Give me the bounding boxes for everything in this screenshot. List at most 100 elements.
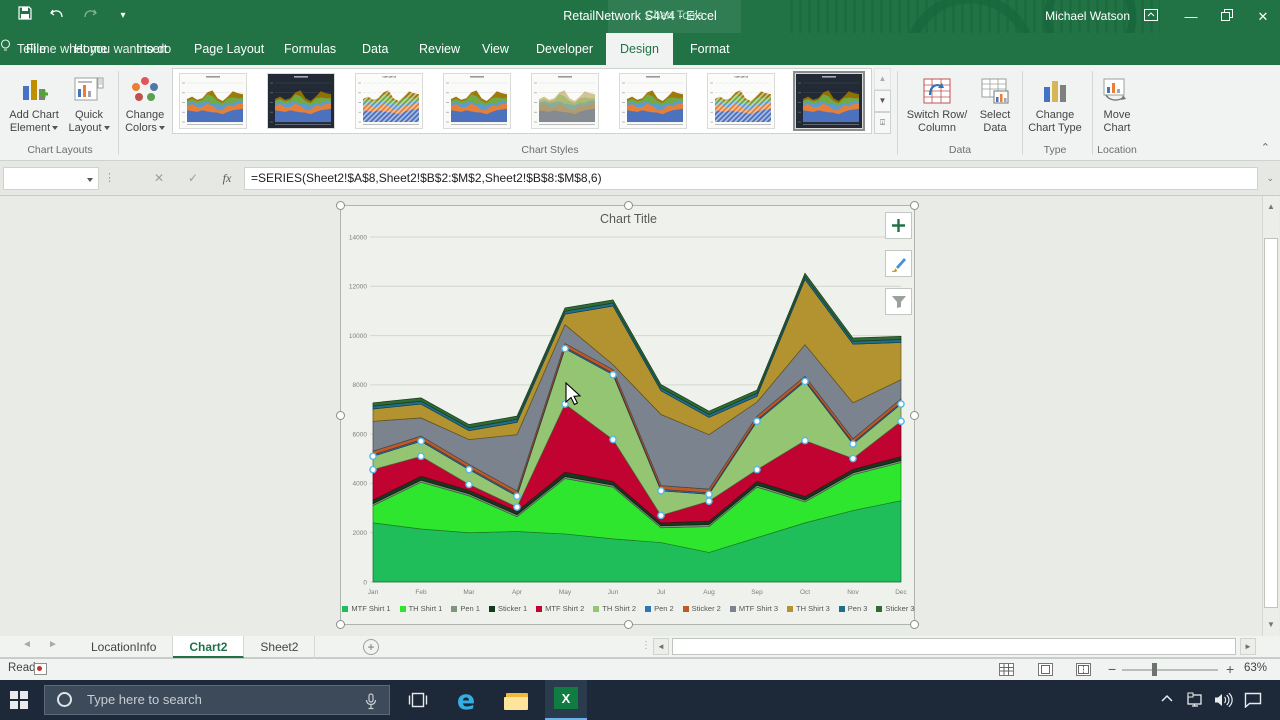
chart-style-thumbnail-3[interactable] [301, 73, 472, 129]
page-break-view-icon[interactable] [1076, 663, 1091, 676]
ribbon-tab-view[interactable]: View [482, 42, 509, 56]
sheet-nav-left-icon[interactable]: ◄ [22, 639, 32, 650]
normal-view-icon[interactable] [999, 663, 1014, 676]
ribbon-tab-developer[interactable]: Developer [536, 42, 593, 56]
ribbon-tab-insert[interactable]: Insert [136, 42, 168, 56]
chart-selection-handle[interactable] [910, 411, 919, 420]
sheet-tab-sheet2[interactable]: Sheet2 [244, 636, 316, 658]
chart-selection-handle[interactable] [624, 620, 633, 629]
ribbon-tab-data[interactable]: Data [362, 42, 389, 56]
volume-icon[interactable] [1214, 692, 1233, 713]
gallery-down-icon[interactable]: ▼ [874, 90, 891, 112]
chart-object[interactable]: 0 2000 4000 6000 8000 10000 12000 14000 Jan Feb Ma… [336, 201, 919, 629]
zoom-slider-track[interactable] [1122, 669, 1218, 671]
change-chart-type-button[interactable]: Change Chart Type [1024, 69, 1086, 155]
start-button[interactable] [10, 691, 28, 709]
close-button[interactable]: ✕ [1257, 9, 1269, 24]
user-name[interactable]: Michael Watson [1045, 9, 1130, 23]
qat-customize-icon[interactable]: ▾ [120, 10, 126, 21]
ribbon-tab-file[interactable]: File [26, 42, 47, 56]
hscroll-right-icon[interactable]: ► [1240, 638, 1256, 655]
action-center-icon[interactable] [1244, 692, 1262, 713]
ribbon-tab-page-layout[interactable]: Page Layout [194, 42, 265, 56]
legend-item[interactable]: TH Shirt 1 [399, 604, 442, 613]
switch-row-column-button[interactable]: Switch Row/ Column [902, 69, 972, 155]
file-explorer-icon[interactable] [502, 686, 530, 714]
chart-filters-button[interactable] [885, 288, 912, 315]
new-sheet-button[interactable]: + [363, 639, 379, 655]
scroll-up-icon[interactable]: ▲ [1263, 198, 1279, 216]
expand-formula-bar-icon[interactable]: ⌄ [1266, 173, 1274, 183]
task-view-icon[interactable] [404, 686, 432, 714]
legend-item[interactable]: MTF Shirt 2 [536, 604, 584, 613]
chart-styles-button[interactable] [885, 250, 912, 277]
ribbon-tab-formulas[interactable]: Formulas [284, 42, 337, 56]
minimize-button[interactable]: — [1184, 9, 1198, 24]
ribbon-tab-design[interactable]: Design [606, 33, 673, 65]
page-layout-view-icon[interactable] [1038, 663, 1053, 676]
tray-expand-icon[interactable] [1160, 692, 1174, 711]
microphone-icon[interactable] [365, 692, 377, 720]
legend-item[interactable]: Sticker 1 [488, 604, 527, 613]
select-data-button[interactable]: Select Data [972, 69, 1018, 155]
name-box[interactable] [3, 167, 99, 190]
horizontal-scroll-thumb[interactable] [672, 638, 1236, 655]
sheet-nav-right-icon[interactable]: ► [48, 639, 58, 650]
stacked-area-chart[interactable]: 0 2000 4000 6000 8000 10000 12000 14000 Jan Feb Ma… [341, 206, 916, 626]
add-chart-element-button[interactable]: Add Chart Element [4, 69, 64, 155]
chart-selection-handle[interactable] [910, 201, 919, 210]
chart-style-thumbnail-4[interactable] [443, 73, 511, 129]
tell-me-box[interactable]: Tell me what you want to do [0, 33, 1280, 65]
undo-icon[interactable] [46, 6, 68, 26]
zoom-in-icon[interactable]: + [1226, 661, 1235, 677]
legend-item[interactable]: Pen 2 [645, 604, 674, 613]
ribbon-display-options-icon[interactable] [1134, 0, 1168, 33]
taskbar-search-box[interactable]: Type here to search [44, 685, 390, 715]
network-icon[interactable] [1186, 692, 1204, 713]
ribbon-tab-home[interactable]: Home [74, 42, 108, 56]
zoom-out-icon[interactable]: − [1108, 661, 1117, 677]
vertical-scrollbar[interactable]: ▲ ▼ [1262, 196, 1279, 636]
legend-item[interactable]: Sticker 3 [876, 604, 915, 613]
macro-record-icon[interactable] [34, 663, 47, 675]
gallery-up-icon[interactable]: ▲ [874, 68, 891, 90]
legend-item[interactable]: TH Shirt 2 [593, 604, 636, 613]
move-chart-button[interactable]: Move Chart [1094, 69, 1140, 155]
chart-style-thumbnail-8[interactable] [793, 71, 865, 131]
tab-scroll-splitter[interactable]: ⋮ [641, 640, 651, 651]
chart-selection-handle[interactable] [910, 620, 919, 629]
legend-item[interactable]: MTF Shirt 1 [342, 604, 391, 613]
change-colors-button[interactable]: Change Colors [120, 69, 170, 155]
gallery-more-icon[interactable]: ⍗ [874, 112, 891, 134]
save-icon[interactable] [14, 6, 36, 26]
chart-legend[interactable]: MTF Shirt 1 TH Shirt 1 Pen 1 Sticker 1 MTF S… [341, 604, 916, 613]
legend-item[interactable]: Sticker 2 [682, 604, 721, 613]
sheet-tab-chart2[interactable]: Chart2 [173, 636, 245, 658]
legend-item[interactable]: MTF Shirt 3 [729, 604, 778, 613]
chart-style-thumbnail-6[interactable] [619, 73, 687, 129]
scroll-down-icon[interactable]: ▼ [1263, 616, 1279, 634]
chart-style-thumbnail-2[interactable] [267, 73, 335, 129]
legend-item[interactable]: TH Shirt 3 [787, 604, 830, 613]
ribbon-tab-format[interactable]: Format [690, 42, 730, 56]
hscroll-left-icon[interactable]: ◄ [653, 638, 669, 655]
ribbon-tab-review[interactable]: Review [419, 42, 460, 56]
restore-button[interactable] [1210, 0, 1244, 33]
chart-title[interactable]: Chart Title [600, 212, 657, 226]
formula-bar-splitter[interactable]: ⋮ [104, 172, 116, 184]
zoom-percent[interactable]: 63% [1244, 662, 1268, 674]
collapse-ribbon-icon[interactable]: ⌃ [1260, 142, 1270, 154]
sheet-tab-locationinfo[interactable]: LocationInfo [75, 636, 174, 658]
legend-item[interactable]: Pen 1 [451, 604, 480, 613]
edge-browser-icon[interactable]: e [456, 684, 476, 716]
chart-style-thumbnail-1[interactable] [179, 73, 247, 129]
name-box-dropdown-icon[interactable] [87, 178, 93, 182]
chart-style-thumbnail-5[interactable] [531, 73, 599, 129]
formula-input[interactable]: =SERIES(Sheet2!$A$8,Sheet2!$B$2:$M$2,She… [244, 167, 1258, 190]
chart-selection-handle[interactable] [336, 201, 345, 210]
chart-selection-handle[interactable] [624, 201, 633, 210]
excel-taskbar-tile[interactable]: X [545, 680, 587, 720]
chart-style-thumbnail-7[interactable] [653, 73, 824, 129]
chart-selection-handle[interactable] [336, 411, 345, 420]
chart-sheet-area[interactable]: 0 2000 4000 6000 8000 10000 12000 14000 Jan Feb Ma… [0, 196, 1280, 636]
